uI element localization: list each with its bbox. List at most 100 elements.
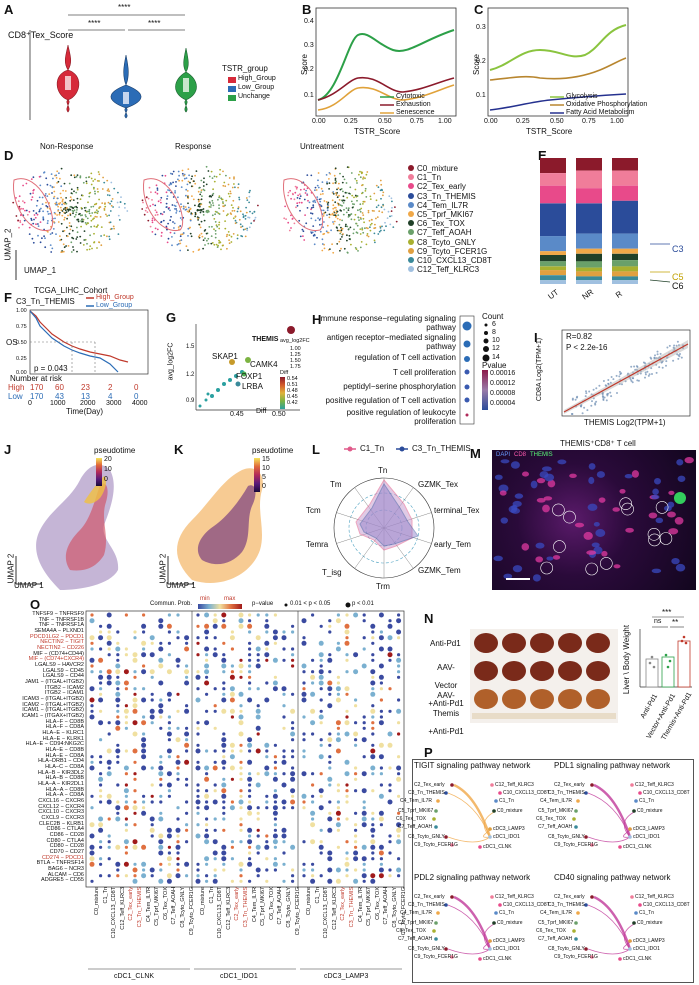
umap-cell [177, 170, 180, 173]
radar-axis-label: Temra [306, 540, 329, 549]
column-label: C1_Tn [208, 887, 215, 904]
comm-bubble [354, 840, 358, 844]
umap-cell [332, 191, 335, 193]
cell [535, 542, 545, 549]
umap-cell [332, 213, 334, 216]
x-tick: 3000 [106, 400, 122, 407]
umap-cell [346, 166, 349, 168]
umap-cell [356, 199, 358, 202]
umap-cell [53, 190, 56, 193]
umap-cell [194, 215, 197, 218]
umap-cell [298, 201, 301, 204]
umap-cell [64, 209, 67, 212]
signif-label: **** [148, 19, 161, 28]
umap-cell [106, 215, 108, 217]
y-tick: 0.75 [16, 324, 27, 330]
y-axis-label: CD8A Log2(TPM+1) [536, 337, 544, 402]
comm-bubble [248, 630, 252, 634]
umap-cell [93, 187, 95, 190]
umap-cell [171, 173, 174, 175]
umap-cell [182, 207, 185, 210]
umap-cell [214, 221, 217, 223]
legend-item: 0.00012 [490, 380, 516, 387]
umap-cell [96, 225, 98, 228]
comm-bubble [378, 810, 384, 816]
comm-bubble [107, 817, 111, 821]
cell-outline [585, 562, 598, 576]
umap-cell [46, 183, 49, 186]
umap-cell [353, 218, 356, 221]
umap-cell [38, 175, 41, 178]
umap-cell [237, 206, 240, 208]
node-label: cDC1_IDO1 [493, 946, 520, 952]
comm-bubble [142, 647, 146, 651]
radar-chart [333, 446, 435, 579]
umap-cell [380, 206, 383, 209]
umap-cell [176, 243, 179, 246]
umap-cell [195, 170, 198, 172]
umap-cell [108, 235, 111, 238]
umap-cell [325, 201, 328, 203]
column-label: C12_Teff_KLRC3 [225, 887, 232, 930]
comm-bubble [133, 862, 137, 866]
umap-cell [32, 241, 35, 244]
umap-cell [91, 247, 93, 250]
comm-bubble [185, 783, 189, 787]
umap-cell [96, 180, 99, 182]
comm-bubble [388, 658, 392, 662]
umap-cell [171, 204, 174, 206]
comm-bubble [176, 817, 180, 821]
sample-point [595, 400, 598, 403]
panel-label: K [174, 442, 184, 457]
comm-bubble [282, 772, 286, 776]
risk-value: 13 [81, 392, 90, 401]
comm-bubble [328, 766, 332, 770]
umap-cell [59, 177, 61, 180]
comm-bubble [310, 822, 316, 828]
comm-bubble [124, 851, 128, 855]
umap-cell [224, 185, 227, 188]
comm-bubble [98, 827, 104, 833]
network-node [628, 827, 632, 831]
sample-point [576, 395, 579, 398]
umap-cell [207, 209, 209, 212]
umap-cell [94, 190, 96, 193]
x-axis-label: Time(Day) [66, 407, 104, 416]
comm-bubble [213, 647, 217, 651]
comm-bubble [310, 878, 316, 884]
umap-cell [72, 246, 74, 248]
column-label: C12_Teff_KLRC3 [331, 887, 338, 930]
comm-bubble [229, 697, 235, 703]
umap-cell [226, 233, 229, 236]
umap-cell [378, 230, 381, 233]
network-node [638, 791, 642, 795]
umap-cell [49, 233, 52, 235]
umap-cell [369, 229, 372, 232]
comm-bubble [370, 873, 376, 879]
umap-cell [361, 227, 364, 229]
umap-cell [202, 239, 205, 241]
x-tick: 0.00 [484, 118, 498, 125]
panel-n: N Anti-Pd1 AAV-Vector +Anti-Pd1 AAV-Them… [410, 597, 699, 747]
umap-cell [373, 192, 376, 195]
comm-bubble [336, 641, 340, 645]
umap-cell [88, 192, 91, 195]
pseudotime-color-bar [96, 458, 102, 486]
panel-c: C Score 0.1 0.2 0.3 Glycolysis Oxidative… [470, 0, 699, 140]
umap-cell [360, 241, 363, 243]
umap-cell [321, 249, 324, 252]
comm-bubble [90, 670, 94, 674]
comm-bubble [255, 782, 261, 788]
umap-cell [56, 214, 58, 216]
comm-bubble [213, 613, 217, 617]
umap-cell [86, 210, 89, 213]
comm-bubble [281, 782, 287, 788]
comm-bubble [336, 828, 340, 832]
umap-cell [336, 227, 338, 229]
comm-bubble [239, 874, 243, 878]
bar-segment [576, 276, 602, 281]
comm-bubble [255, 646, 261, 652]
umap-cell [196, 209, 199, 212]
comm-bubble [142, 800, 146, 804]
umap-cell [18, 226, 20, 229]
